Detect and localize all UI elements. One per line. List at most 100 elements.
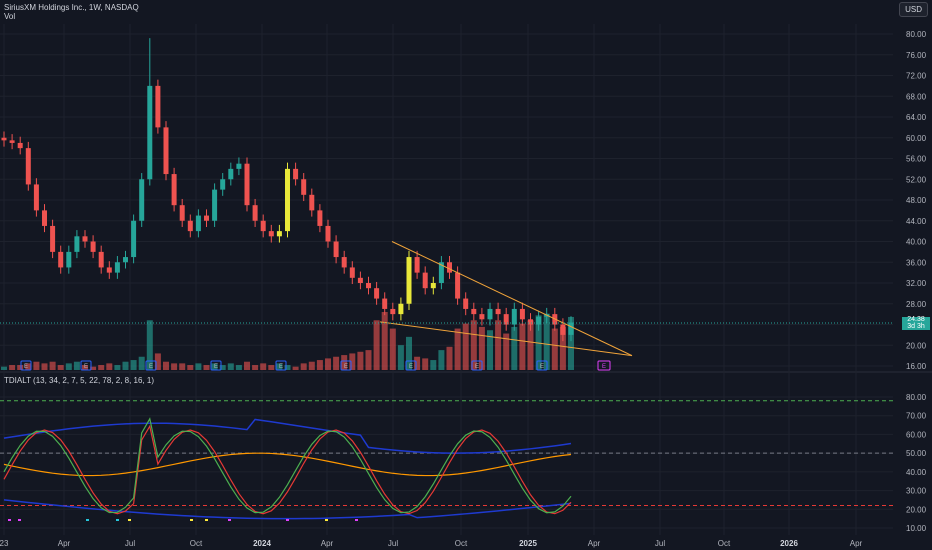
earnings-marker-label: E	[279, 364, 283, 370]
volume-bar	[122, 361, 129, 370]
indicator-tick-label: 70.00	[906, 412, 927, 421]
candle-body	[1, 137, 7, 141]
candle-body	[455, 272, 461, 299]
candle-body	[220, 179, 226, 190]
candle-body	[123, 257, 128, 263]
candle-body	[414, 257, 420, 273]
time-tick-label: 2025	[519, 539, 537, 548]
price-tick-label: 28.00	[906, 300, 927, 309]
candle-body	[50, 225, 56, 252]
candle-body	[382, 298, 388, 309]
price-tick-label: 56.00	[906, 155, 927, 164]
volume-bar	[422, 358, 429, 370]
candle-body	[195, 215, 201, 232]
volume-bar	[462, 323, 469, 370]
candle-body	[341, 257, 347, 268]
volume-bar	[25, 363, 32, 370]
indicator-tick-label: 40.00	[906, 468, 927, 477]
volume-bar	[138, 356, 145, 370]
volume-bar	[495, 320, 502, 370]
candle-body	[357, 277, 363, 283]
candle-body	[503, 314, 509, 325]
indicator-signal-dot	[190, 519, 193, 521]
time-tick-label: Apr	[321, 539, 334, 548]
price-tick-label: 20.00	[906, 341, 927, 350]
earnings-marker-icon	[275, 360, 287, 371]
volume-bar	[268, 365, 275, 370]
candle-body	[438, 262, 444, 283]
earnings-marker-label: E	[84, 364, 88, 370]
candle-body	[236, 163, 242, 169]
volume-bar	[325, 358, 331, 370]
volume-bar	[1, 366, 7, 370]
volume-bar	[17, 365, 24, 370]
candle-body	[317, 210, 323, 226]
time-tick-label: Jul	[388, 539, 398, 548]
earnings-marker-label: E	[24, 364, 28, 370]
earnings-marker-label: E	[540, 364, 544, 370]
candle-body	[495, 308, 501, 315]
volume-bar	[219, 365, 226, 370]
candle-body	[147, 85, 153, 180]
candle-body	[309, 194, 315, 211]
volume-bar	[203, 365, 210, 370]
candle-body	[212, 189, 218, 221]
candle-body	[244, 163, 250, 206]
volume-bar	[308, 361, 315, 370]
volume-bar	[195, 363, 202, 370]
candle-body	[204, 215, 209, 221]
candle-body	[139, 179, 145, 221]
candle-body	[163, 127, 169, 175]
time-tick-label: Apr	[850, 539, 863, 548]
candle-body	[422, 272, 428, 289]
indicator-tick-label: 60.00	[906, 430, 927, 439]
candle-body	[519, 308, 525, 320]
candle-body	[333, 241, 339, 258]
time-tick-label: Oct	[455, 539, 468, 548]
indicator-price-line	[3, 417, 572, 514]
time-tick-label: Jul	[655, 539, 665, 548]
volume-bar	[244, 361, 250, 370]
indicator-tick-label: 30.00	[906, 487, 927, 496]
candle-body	[390, 308, 396, 315]
volume-bar	[568, 316, 574, 370]
volume-bar	[406, 336, 412, 370]
candle-body	[33, 184, 39, 211]
indicator-signal-dot	[18, 519, 21, 521]
price-tick-label: 36.00	[906, 258, 927, 267]
volume-bar	[333, 356, 340, 370]
volume-bar	[171, 363, 178, 370]
indicator-signal-dot	[355, 519, 358, 521]
time-tick-label: Oct	[718, 539, 731, 548]
volume-bar	[397, 345, 404, 370]
earnings-marker-label: E	[344, 364, 348, 370]
volume-bar	[446, 346, 453, 370]
indicator-tick-label: 20.00	[906, 505, 927, 514]
candle-body	[471, 308, 477, 315]
last-price-badge: 24.38 3d 3h	[902, 316, 930, 330]
currency-button[interactable]: USD	[899, 2, 928, 17]
price-tick-label: 64.00	[906, 113, 927, 122]
price-tick-label: 32.00	[906, 279, 927, 288]
price-tick-label: 76.00	[906, 51, 927, 60]
volume-bar	[341, 355, 348, 370]
volume-bar	[57, 365, 64, 370]
indicator-tick-label: 10.00	[906, 524, 927, 533]
earnings-marker-icon	[340, 360, 352, 371]
candle-body	[325, 225, 331, 242]
candle-body	[228, 168, 234, 180]
volume-bar	[65, 363, 72, 370]
earnings-marker-icon	[145, 360, 157, 371]
time-tick-label: Apr	[588, 539, 601, 548]
candle-body	[301, 179, 307, 195]
candle-body	[58, 251, 64, 268]
candle-body	[171, 174, 177, 206]
candle-body	[106, 267, 112, 273]
candle-body	[293, 168, 299, 180]
earnings-marker-label: E	[475, 364, 479, 370]
indicator-signal-dot	[205, 519, 208, 521]
volume-bar	[260, 363, 267, 370]
candle-body	[66, 251, 72, 268]
earnings-marker-icon	[536, 360, 548, 371]
